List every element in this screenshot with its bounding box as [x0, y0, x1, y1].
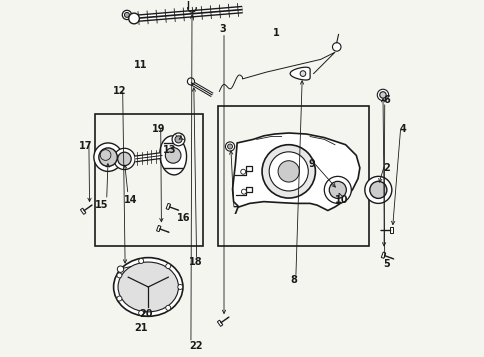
Polygon shape: [80, 208, 86, 214]
Bar: [95, 115, 203, 246]
Circle shape: [114, 148, 135, 170]
Text: 8: 8: [290, 275, 297, 285]
Polygon shape: [232, 133, 359, 211]
Circle shape: [240, 169, 245, 174]
Polygon shape: [156, 225, 161, 232]
Polygon shape: [380, 252, 385, 258]
Circle shape: [117, 296, 121, 301]
Circle shape: [166, 263, 170, 268]
Text: 10: 10: [334, 195, 348, 205]
Text: 6: 6: [382, 95, 389, 105]
Circle shape: [377, 89, 388, 101]
Circle shape: [329, 181, 346, 198]
Text: 14: 14: [123, 195, 137, 205]
Circle shape: [165, 147, 181, 163]
Polygon shape: [217, 320, 222, 326]
Circle shape: [94, 143, 122, 171]
Circle shape: [138, 258, 143, 263]
Circle shape: [241, 189, 246, 194]
Ellipse shape: [118, 262, 178, 312]
Ellipse shape: [159, 136, 186, 175]
Text: 4: 4: [398, 124, 405, 134]
Circle shape: [277, 161, 299, 182]
Text: 17: 17: [79, 141, 92, 151]
Text: 22: 22: [189, 341, 203, 351]
Circle shape: [227, 144, 232, 149]
Circle shape: [117, 266, 123, 272]
Bar: [217, 106, 368, 246]
Text: 15: 15: [95, 200, 108, 210]
Circle shape: [261, 145, 315, 198]
Circle shape: [178, 285, 182, 290]
Circle shape: [187, 78, 194, 85]
Circle shape: [117, 273, 121, 278]
Circle shape: [269, 152, 308, 191]
Circle shape: [300, 71, 305, 76]
Circle shape: [225, 142, 234, 151]
Text: 12: 12: [113, 86, 126, 96]
Text: 13: 13: [163, 145, 176, 155]
Circle shape: [122, 10, 131, 20]
Circle shape: [99, 148, 117, 166]
Circle shape: [124, 12, 129, 17]
Text: 19: 19: [152, 124, 166, 134]
Polygon shape: [289, 67, 309, 80]
Text: 20: 20: [139, 309, 153, 319]
Circle shape: [324, 176, 350, 203]
Text: 18: 18: [188, 257, 202, 267]
Text: 16: 16: [177, 213, 190, 223]
Circle shape: [175, 136, 182, 143]
Circle shape: [364, 176, 391, 203]
Circle shape: [379, 92, 385, 98]
Polygon shape: [166, 203, 170, 210]
Circle shape: [166, 305, 170, 310]
Circle shape: [172, 133, 184, 146]
Ellipse shape: [113, 258, 182, 316]
Text: 21: 21: [134, 323, 148, 333]
Text: 5: 5: [382, 259, 389, 269]
Text: 2: 2: [382, 163, 389, 173]
Circle shape: [128, 13, 139, 24]
Text: 7: 7: [231, 206, 238, 216]
Text: 9: 9: [308, 159, 315, 169]
Circle shape: [332, 42, 340, 51]
Circle shape: [118, 152, 131, 166]
Polygon shape: [389, 227, 392, 233]
Text: 1: 1: [272, 28, 279, 38]
Text: 3: 3: [219, 24, 226, 34]
Circle shape: [369, 181, 386, 198]
Text: 11: 11: [134, 60, 148, 70]
Circle shape: [138, 311, 143, 316]
